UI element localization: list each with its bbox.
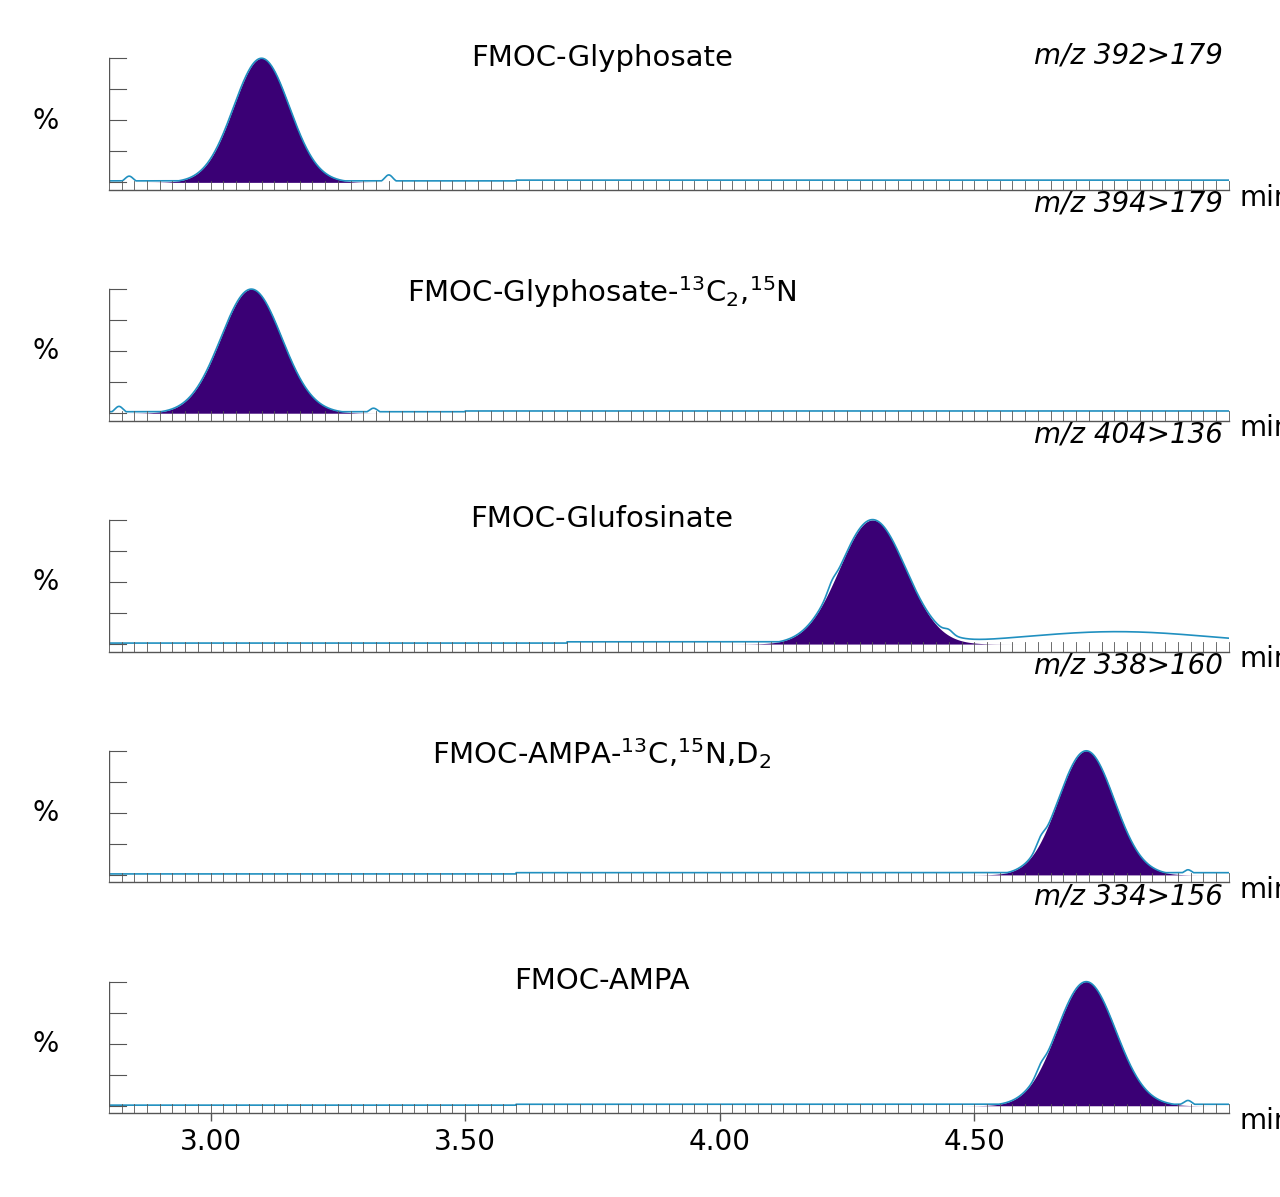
- Text: FMOC-Glyphosate: FMOC-Glyphosate: [471, 43, 732, 72]
- Text: min: min: [1240, 645, 1280, 673]
- Text: %: %: [32, 800, 59, 827]
- Text: m/z 394>179: m/z 394>179: [1033, 190, 1222, 218]
- Text: %: %: [32, 569, 59, 596]
- Text: m/z 334>156: m/z 334>156: [1033, 882, 1222, 911]
- Text: FMOC-Glyphosate-$^{13}$C$_2$,$^{15}$N: FMOC-Glyphosate-$^{13}$C$_2$,$^{15}$N: [407, 274, 796, 310]
- Text: min: min: [1240, 183, 1280, 212]
- Text: FMOC-AMPA: FMOC-AMPA: [513, 967, 690, 995]
- Text: m/z 404>136: m/z 404>136: [1033, 420, 1222, 449]
- Text: %: %: [32, 107, 59, 134]
- Text: min: min: [1240, 1107, 1280, 1135]
- Text: m/z 338>160: m/z 338>160: [1033, 651, 1222, 680]
- Text: %: %: [32, 1029, 59, 1058]
- Text: min: min: [1240, 414, 1280, 443]
- Text: m/z 392>179: m/z 392>179: [1033, 42, 1222, 69]
- Text: min: min: [1240, 876, 1280, 904]
- Text: FMOC-AMPA-$^{13}$C,$^{15}$N,D$_2$: FMOC-AMPA-$^{13}$C,$^{15}$N,D$_2$: [433, 736, 771, 771]
- Text: FMOC-Glufosinate: FMOC-Glufosinate: [470, 505, 733, 534]
- Text: %: %: [32, 338, 59, 365]
